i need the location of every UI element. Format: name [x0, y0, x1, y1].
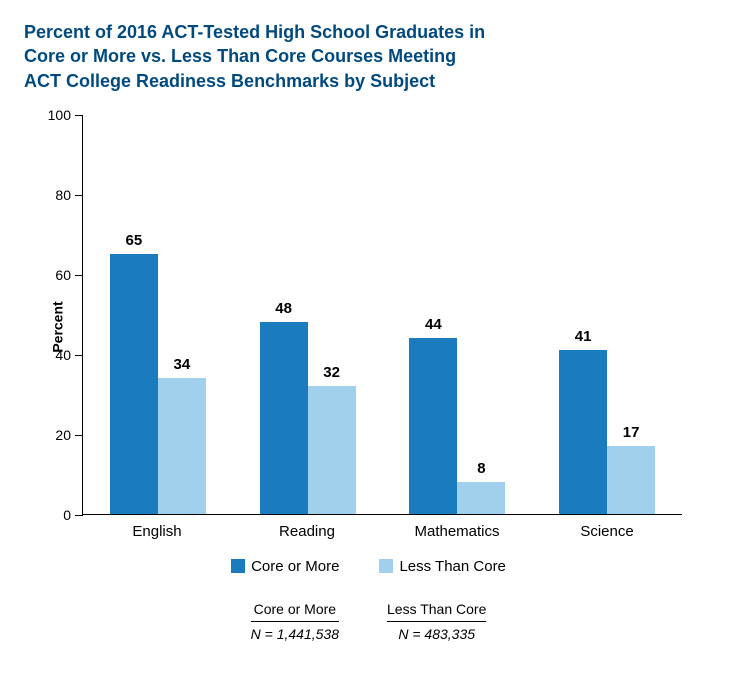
bar: 48 [260, 322, 308, 514]
n-table-value: N = 1,441,538 [251, 626, 339, 642]
n-table-value: N = 483,335 [387, 626, 486, 642]
y-tick [75, 195, 83, 196]
bar: 8 [457, 482, 505, 514]
y-tick [75, 515, 83, 516]
bar-group: 4117 [532, 115, 682, 514]
n-table-head: Less Than Core [387, 601, 486, 622]
title-line-1: Percent of 2016 ACT-Tested High School G… [24, 22, 485, 42]
plot-area: 653448324484117 020406080100 [82, 115, 682, 515]
bar: 32 [308, 386, 356, 514]
bar-value-label: 48 [275, 300, 292, 317]
y-tick-label: 0 [39, 507, 71, 523]
y-tick-label: 80 [39, 187, 71, 203]
bar-value-label: 44 [425, 316, 442, 333]
bar-group: 6534 [83, 115, 233, 514]
chart-title: Percent of 2016 ACT-Tested High School G… [24, 20, 713, 93]
bar: 34 [158, 378, 206, 514]
bar-value-label: 65 [126, 232, 143, 249]
n-table-head: Core or More [251, 601, 339, 622]
n-table-cell: Less Than Core N = 483,335 [363, 601, 510, 642]
x-axis-labels: EnglishReadingMathematicsScience [82, 515, 682, 540]
bar-value-label: 34 [174, 356, 191, 373]
y-tick [75, 115, 83, 116]
y-tick [75, 355, 83, 356]
y-tick-label: 60 [39, 267, 71, 283]
legend: Core or More Less Than Core [24, 558, 713, 575]
title-line-2: Core or More vs. Less Than Core Courses … [24, 46, 456, 66]
bar-value-label: 17 [623, 424, 640, 441]
x-axis-category-label: Mathematics [382, 515, 532, 540]
y-tick [75, 275, 83, 276]
x-axis-category-label: Reading [232, 515, 382, 540]
chart: Percent 653448324484117 020406080100 Eng… [82, 115, 682, 540]
legend-item: Less Than Core [379, 558, 505, 575]
bar-value-label: 41 [575, 328, 592, 345]
legend-swatch [231, 559, 245, 573]
bar-groups: 653448324484117 [83, 115, 682, 514]
y-tick-label: 40 [39, 347, 71, 363]
bar-value-label: 8 [477, 460, 485, 477]
x-axis-category-label: English [82, 515, 232, 540]
bar-group: 448 [383, 115, 533, 514]
y-tick-label: 100 [39, 107, 71, 123]
legend-swatch [379, 559, 393, 573]
n-table-cell: Core or More N = 1,441,538 [227, 601, 363, 642]
y-axis-label: Percent [50, 302, 66, 353]
bar: 41 [559, 350, 607, 514]
x-axis-category-label: Science [532, 515, 682, 540]
y-tick-label: 20 [39, 427, 71, 443]
legend-item: Core or More [231, 558, 339, 575]
bar-group: 4832 [233, 115, 383, 514]
legend-label: Core or More [251, 558, 339, 575]
bar: 44 [409, 338, 457, 514]
title-line-3: ACT College Readiness Benchmarks by Subj… [24, 71, 435, 91]
y-tick [75, 435, 83, 436]
bar-value-label: 32 [323, 364, 340, 381]
n-table: Core or More N = 1,441,538 Less Than Core N… [24, 601, 713, 642]
legend-label: Less Than Core [399, 558, 505, 575]
bar: 65 [110, 254, 158, 514]
bar: 17 [607, 446, 655, 514]
